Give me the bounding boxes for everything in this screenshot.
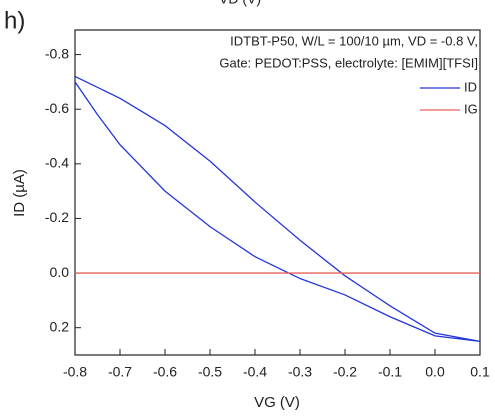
x-tick-label: -0.2 <box>333 364 357 380</box>
data-line <box>74 75 481 342</box>
x-tick-label: -0.1 <box>378 364 402 380</box>
y-axis-label: ID (µA) <box>11 169 28 217</box>
x-tick-label: -0.4 <box>243 364 267 380</box>
panel-label: h) <box>4 7 25 34</box>
legend-label: ID <box>464 79 477 94</box>
y-tick-label: -0.8 <box>45 45 69 61</box>
x-tick-label: -0.6 <box>153 364 177 380</box>
legend-label: IG <box>464 101 478 116</box>
x-tick-label: -0.8 <box>63 364 87 380</box>
x-tick-label: -0.7 <box>108 364 132 380</box>
y-tick-label: -0.6 <box>45 100 69 116</box>
x-tick-label: 0.0 <box>425 364 445 380</box>
annotation: IDTBT-P50, W/L = 100/10 µm, VD = -0.8 V, <box>230 33 478 48</box>
y-tick-label: 0.0 <box>50 264 70 280</box>
x-tick-label: -0.5 <box>198 364 222 380</box>
annotation: Gate: PEDOT:PSS, electrolyte: [EMIM][TFS… <box>219 55 478 70</box>
x-tick-label: 0.1 <box>470 364 490 380</box>
y-tick-label: -0.2 <box>45 209 69 225</box>
x-axis-label: VG (V) <box>254 394 300 411</box>
top-axis-label: VD (V) <box>219 0 261 7</box>
y-tick-label: 0.2 <box>50 318 70 334</box>
plot-frame <box>74 29 481 356</box>
y-tick-label: -0.4 <box>45 155 69 171</box>
x-tick-label: -0.3 <box>288 364 312 380</box>
